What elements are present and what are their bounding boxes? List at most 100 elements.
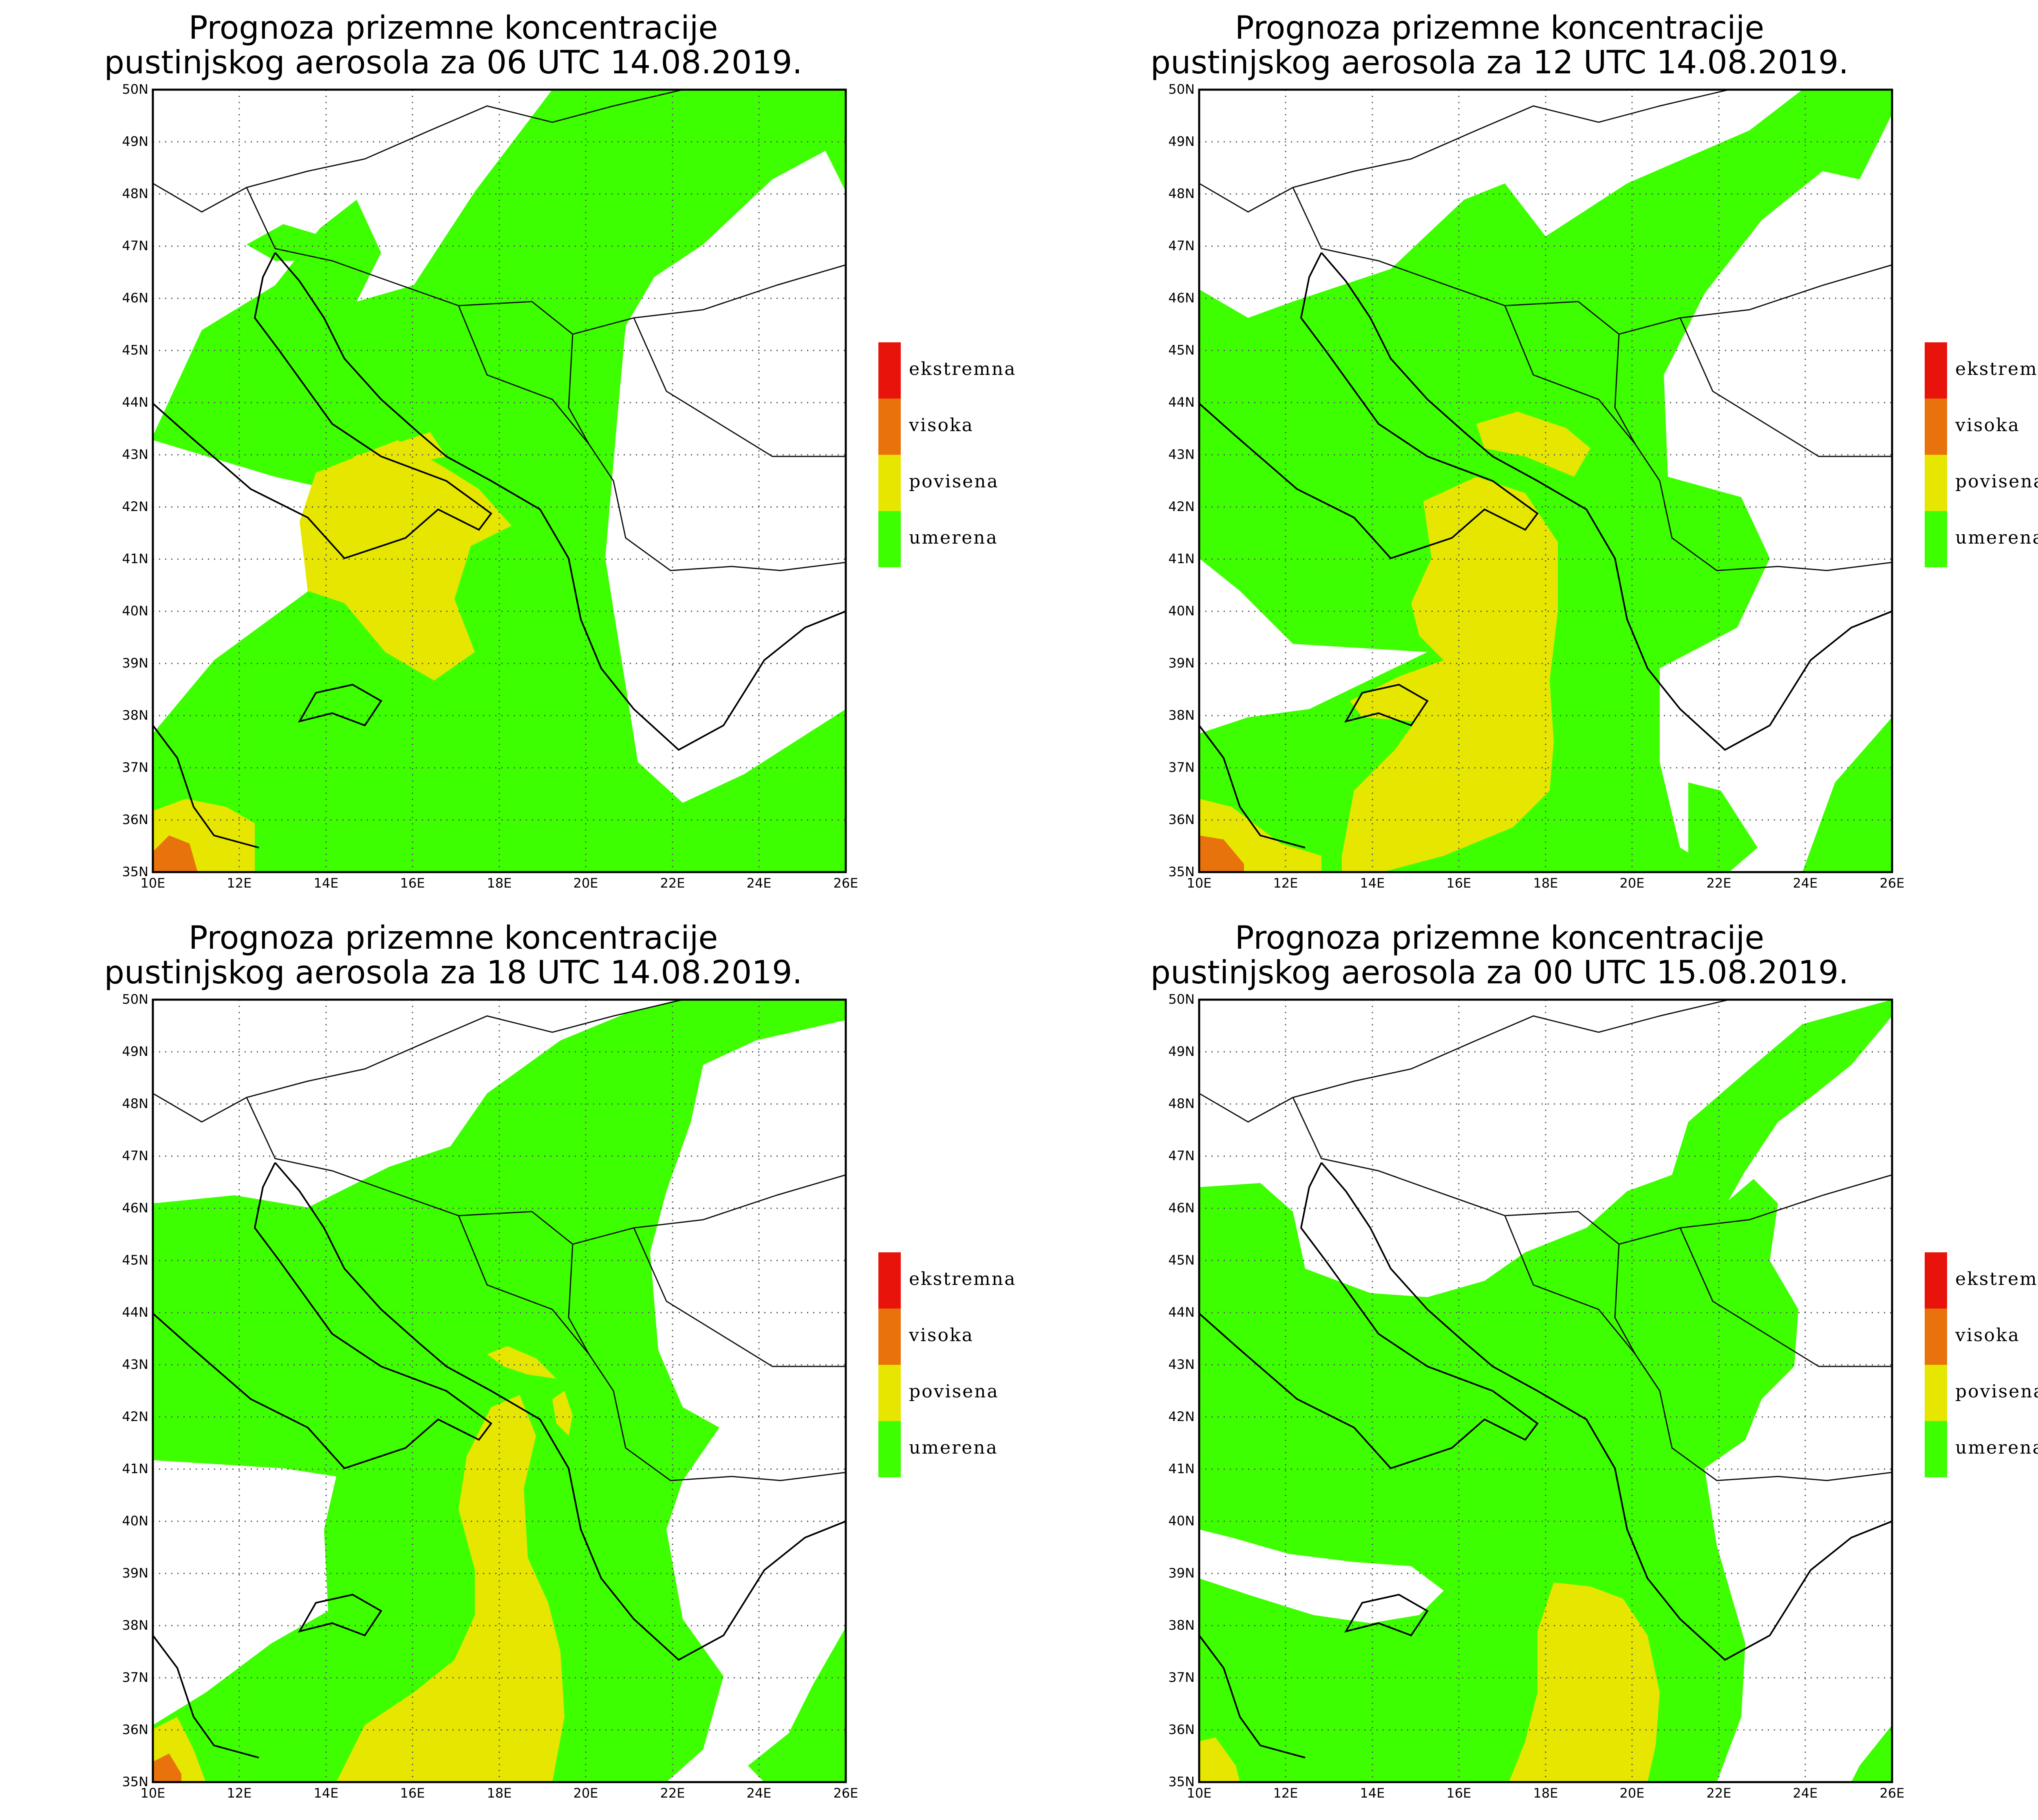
legend-swatch-ekstremna xyxy=(878,342,901,399)
lat-label: 40N xyxy=(122,1513,148,1529)
lat-label: 47N xyxy=(1168,1148,1195,1163)
graticule xyxy=(1199,1000,1892,1782)
zone-povisena xyxy=(336,1395,565,1782)
zone-umerena-gap-west xyxy=(1199,1529,1444,1623)
legend-label-umerena: umerena xyxy=(1955,1437,2038,1458)
lat-label: 45N xyxy=(1168,342,1195,358)
zone-visoka xyxy=(1199,835,1244,872)
lat-label: 41N xyxy=(122,551,148,566)
lon-label: 24E xyxy=(1793,1785,1818,1801)
map-frame xyxy=(152,88,847,873)
map-frame xyxy=(152,998,847,1783)
panel-title-line1: Prognoza prizemne koncentracije xyxy=(189,920,718,956)
lat-label: 44N xyxy=(122,394,148,410)
lat-label: 42N xyxy=(1168,499,1195,514)
legend-label-visoka: visoka xyxy=(909,1325,974,1346)
lon-label: 14E xyxy=(1360,1785,1385,1801)
legend-label-umerena: umerena xyxy=(909,1437,998,1458)
zone-visoka xyxy=(153,1754,181,1782)
map-area xyxy=(1198,998,1893,1783)
map-area xyxy=(152,998,847,1783)
zone-povisena-montenegro xyxy=(552,1391,573,1436)
legend-label-povisena: povisena xyxy=(1955,471,2038,492)
lat-label: 38N xyxy=(122,707,148,723)
lat-label: 39N xyxy=(1168,1565,1195,1581)
lat-label: 44N xyxy=(1168,394,1195,410)
zone-umerena-north xyxy=(247,224,324,261)
forecast-panel-06utc: Prognoza prizemne koncentracije pustinjs… xyxy=(0,0,1046,910)
lat-label: 41N xyxy=(1168,1461,1195,1476)
graticule xyxy=(153,1000,846,1782)
lat-label: 50N xyxy=(1168,82,1195,97)
legend-swatch-visoka xyxy=(1925,1309,1947,1365)
latitude-labels: 35N 36N 37N 38N 39N 40N 41N 42N 43N 44N … xyxy=(1168,992,1195,1789)
lat-label: 40N xyxy=(122,603,148,619)
panel-title-line2: pustinjskog aerosola za 12 UTC 14.08.201… xyxy=(1151,44,1849,81)
lon-label: 12E xyxy=(227,875,252,891)
legend-swatch-umerena xyxy=(1925,511,1947,567)
panel-title-line1: Prognoza prizemne koncentracije xyxy=(1235,920,1765,956)
panel-title-line1: Prognoza prizemne koncentracije xyxy=(189,10,718,46)
legend-swatch-umerena xyxy=(878,511,901,567)
lat-label: 35N xyxy=(1168,864,1195,879)
legend-swatch-umerena xyxy=(878,1421,901,1477)
lat-label: 40N xyxy=(1168,1513,1195,1529)
lat-label: 45N xyxy=(122,1252,148,1268)
map-area xyxy=(1198,88,1893,873)
lat-label: 46N xyxy=(1168,1200,1195,1216)
lon-label: 20E xyxy=(573,875,598,891)
lon-label: 12E xyxy=(227,1785,252,1801)
lon-label: 22E xyxy=(660,1785,685,1801)
map-frame xyxy=(1198,998,1893,1783)
legend: ekstremna visoka povisena umerena xyxy=(1925,1252,2038,1477)
lon-label: 10E xyxy=(141,1785,165,1801)
lat-label: 40N xyxy=(1168,603,1195,619)
map-area xyxy=(152,88,847,873)
zone-umerena-se xyxy=(748,1627,846,1782)
legend-swatch-umerena xyxy=(1925,1421,1947,1477)
panel-title-line1: Prognoza prizemne koncentracije xyxy=(1235,10,1765,46)
lon-label: 22E xyxy=(660,875,685,891)
zone-umerena-se xyxy=(1802,717,1892,872)
legend-swatch-povisena xyxy=(1925,1365,1947,1421)
lon-label: 16E xyxy=(400,1785,425,1801)
lat-label: 42N xyxy=(122,1409,148,1424)
lon-label: 24E xyxy=(747,875,772,891)
legend-label-visoka: visoka xyxy=(909,415,974,436)
lat-label: 38N xyxy=(122,1617,148,1633)
lat-label: 48N xyxy=(1168,186,1195,201)
lat-label: 42N xyxy=(1168,1409,1195,1424)
zone-povisena xyxy=(1509,1582,1660,1782)
lon-label: 10E xyxy=(1187,875,1212,891)
lat-label: 50N xyxy=(122,992,148,1007)
lat-label: 49N xyxy=(122,134,148,149)
legend-swatch-ekstremna xyxy=(1925,1252,1947,1309)
legend-swatch-visoka xyxy=(1925,399,1947,455)
lat-label: 49N xyxy=(1168,1044,1195,1059)
graticule xyxy=(153,90,846,872)
legend-label-ekstremna: ekstremna xyxy=(1955,359,2038,379)
lat-label: 37N xyxy=(122,1670,148,1685)
lon-label: 10E xyxy=(1187,1785,1212,1801)
longitude-labels: 10E 12E 14E 16E 18E 20E 22E 24E 26E xyxy=(141,875,858,891)
lat-label: 36N xyxy=(122,1722,148,1737)
zone-povisena xyxy=(300,440,512,681)
legend-label-visoka: visoka xyxy=(1955,415,2020,436)
coastlines-borders xyxy=(152,89,846,848)
lon-label: 20E xyxy=(573,1785,598,1801)
lat-label: 47N xyxy=(1168,238,1195,253)
lon-label: 14E xyxy=(314,1785,339,1801)
lat-label: 35N xyxy=(1168,1774,1195,1789)
lat-label: 39N xyxy=(1168,655,1195,671)
lon-label: 22E xyxy=(1707,875,1731,891)
lat-label: 46N xyxy=(122,1200,148,1216)
longitude-labels: 10E 12E 14E 16E 18E 20E 22E 24E 26E xyxy=(1187,875,1905,891)
legend-label-povisena: povisena xyxy=(909,471,999,492)
legend-swatch-povisena xyxy=(1925,455,1947,511)
lon-label: 14E xyxy=(1360,875,1385,891)
zone-povisena-adriatic xyxy=(353,432,446,465)
lon-label: 26E xyxy=(834,1785,858,1801)
lon-label: 26E xyxy=(834,875,858,891)
lat-label: 48N xyxy=(122,186,148,201)
lon-label: 24E xyxy=(1793,875,1818,891)
